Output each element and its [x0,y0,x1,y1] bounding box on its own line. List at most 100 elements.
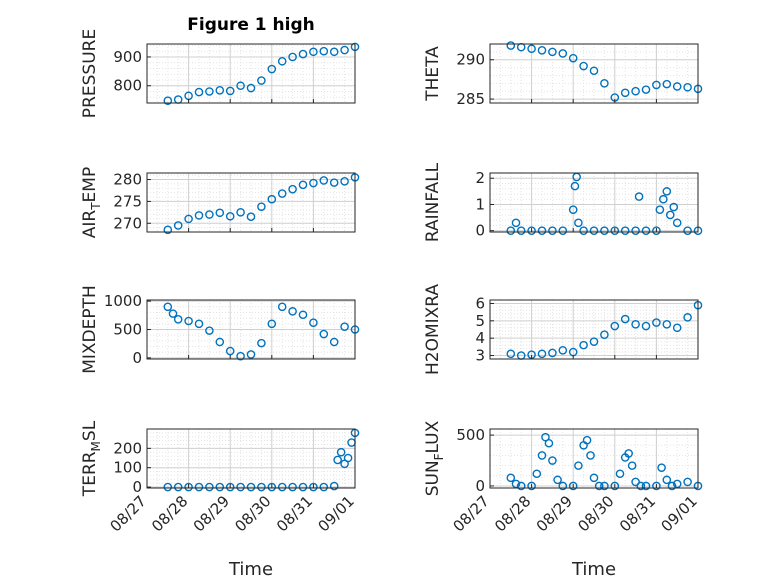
data-point [669,202,679,212]
data-point [215,208,225,218]
data-point [236,482,245,492]
data-point [277,189,287,198]
data-point [548,47,557,57]
data-point [333,455,342,465]
data-point [236,208,245,217]
y-tick-label: 100 [113,459,142,477]
data-point [246,482,256,492]
data-point [610,321,620,331]
y-tick-label: 285 [456,90,485,108]
data-point [506,349,516,359]
data-point [309,47,318,57]
y-tick-label: 2 [475,169,485,187]
data-point [558,49,568,58]
data-point [309,482,318,492]
data-point [163,302,173,312]
data-point [288,184,297,194]
data-point [225,482,235,492]
data-point [246,83,256,93]
data-point [225,346,235,356]
data-point [544,438,554,448]
data-point [319,176,329,185]
data-point [257,202,266,211]
subplot-1: 800 900 PRESSURE [80,29,360,118]
data-point [532,469,542,479]
data-point [558,346,568,355]
data-point [298,180,308,190]
data-point [600,481,609,491]
data-point [624,449,633,458]
data-point [329,47,339,57]
data-point [343,453,353,463]
data-point [662,475,672,485]
data-point [652,226,661,235]
data-point [267,194,277,204]
data-point [665,210,675,220]
data-point [506,226,516,235]
y-axis-label: RAINFALL [423,162,443,242]
y-tick-label: 275 [113,192,142,210]
x-tick-label: 08/28 [148,492,191,535]
data-point [600,226,609,235]
data-point [568,481,578,491]
data-point [662,187,672,196]
data-point [589,66,599,76]
x-axis-label-right: Time [571,559,616,580]
x-tick-label: 08/27 [107,492,150,535]
data-point [340,177,349,186]
data-point [288,482,297,492]
y-axis-label-main: THETA [423,46,443,102]
data-point [163,482,173,492]
data-point [527,481,536,491]
y-axis-label: AIRTEMP [80,167,103,238]
data-point [631,477,640,487]
data-point [215,482,225,492]
data-point [652,318,661,327]
plot-area [490,429,698,488]
data-point [655,205,665,215]
data-point [589,473,599,483]
data-point [298,310,308,320]
y-tick-label: 500 [456,426,485,444]
data-point [225,211,235,221]
data-point [277,482,287,492]
data-point [568,205,578,215]
y-tick-label: 6 [475,294,485,312]
y-tick-label: 280 [113,171,142,189]
data-point [225,86,235,96]
data-point [215,337,225,347]
x-tick-label: 09/01 [315,492,358,535]
data-point [205,87,214,96]
data-point [277,302,287,312]
y-tick-label: 270 [113,214,142,232]
data-point [288,307,297,316]
data-point [288,52,297,62]
data-point [579,61,588,71]
x-tick-label: 08/29 [533,492,576,535]
data-point [194,87,204,97]
y-tick-label: 800 [113,77,142,95]
data-point [594,481,604,491]
axes-box [146,43,356,104]
data-point [257,76,266,85]
plot-area [490,173,698,232]
y-tick-label: 900 [113,48,142,66]
data-point [652,80,661,90]
data-point [548,348,557,358]
y-tick-label: 4 [475,329,485,347]
data-point [672,323,682,333]
data-point [319,482,329,492]
y-tick-label: 5 [475,312,485,330]
data-point [558,481,568,491]
y-axis-label-main: TERR [80,451,100,497]
data-point [570,181,580,191]
data-point [558,226,568,235]
x-tick-label: 08/28 [491,492,534,535]
axes-box [146,172,356,233]
subplot-3: 270 275 280 AIRTEMP [80,167,360,238]
